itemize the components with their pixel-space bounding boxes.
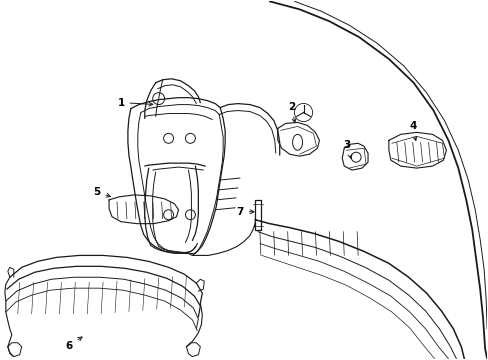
Text: 1: 1 bbox=[117, 98, 153, 108]
Text: 5: 5 bbox=[93, 187, 110, 197]
Text: 6: 6 bbox=[65, 337, 82, 351]
Text: 4: 4 bbox=[408, 121, 416, 140]
Text: 7: 7 bbox=[236, 207, 253, 217]
Text: 2: 2 bbox=[287, 102, 295, 123]
Text: 3: 3 bbox=[343, 140, 351, 158]
